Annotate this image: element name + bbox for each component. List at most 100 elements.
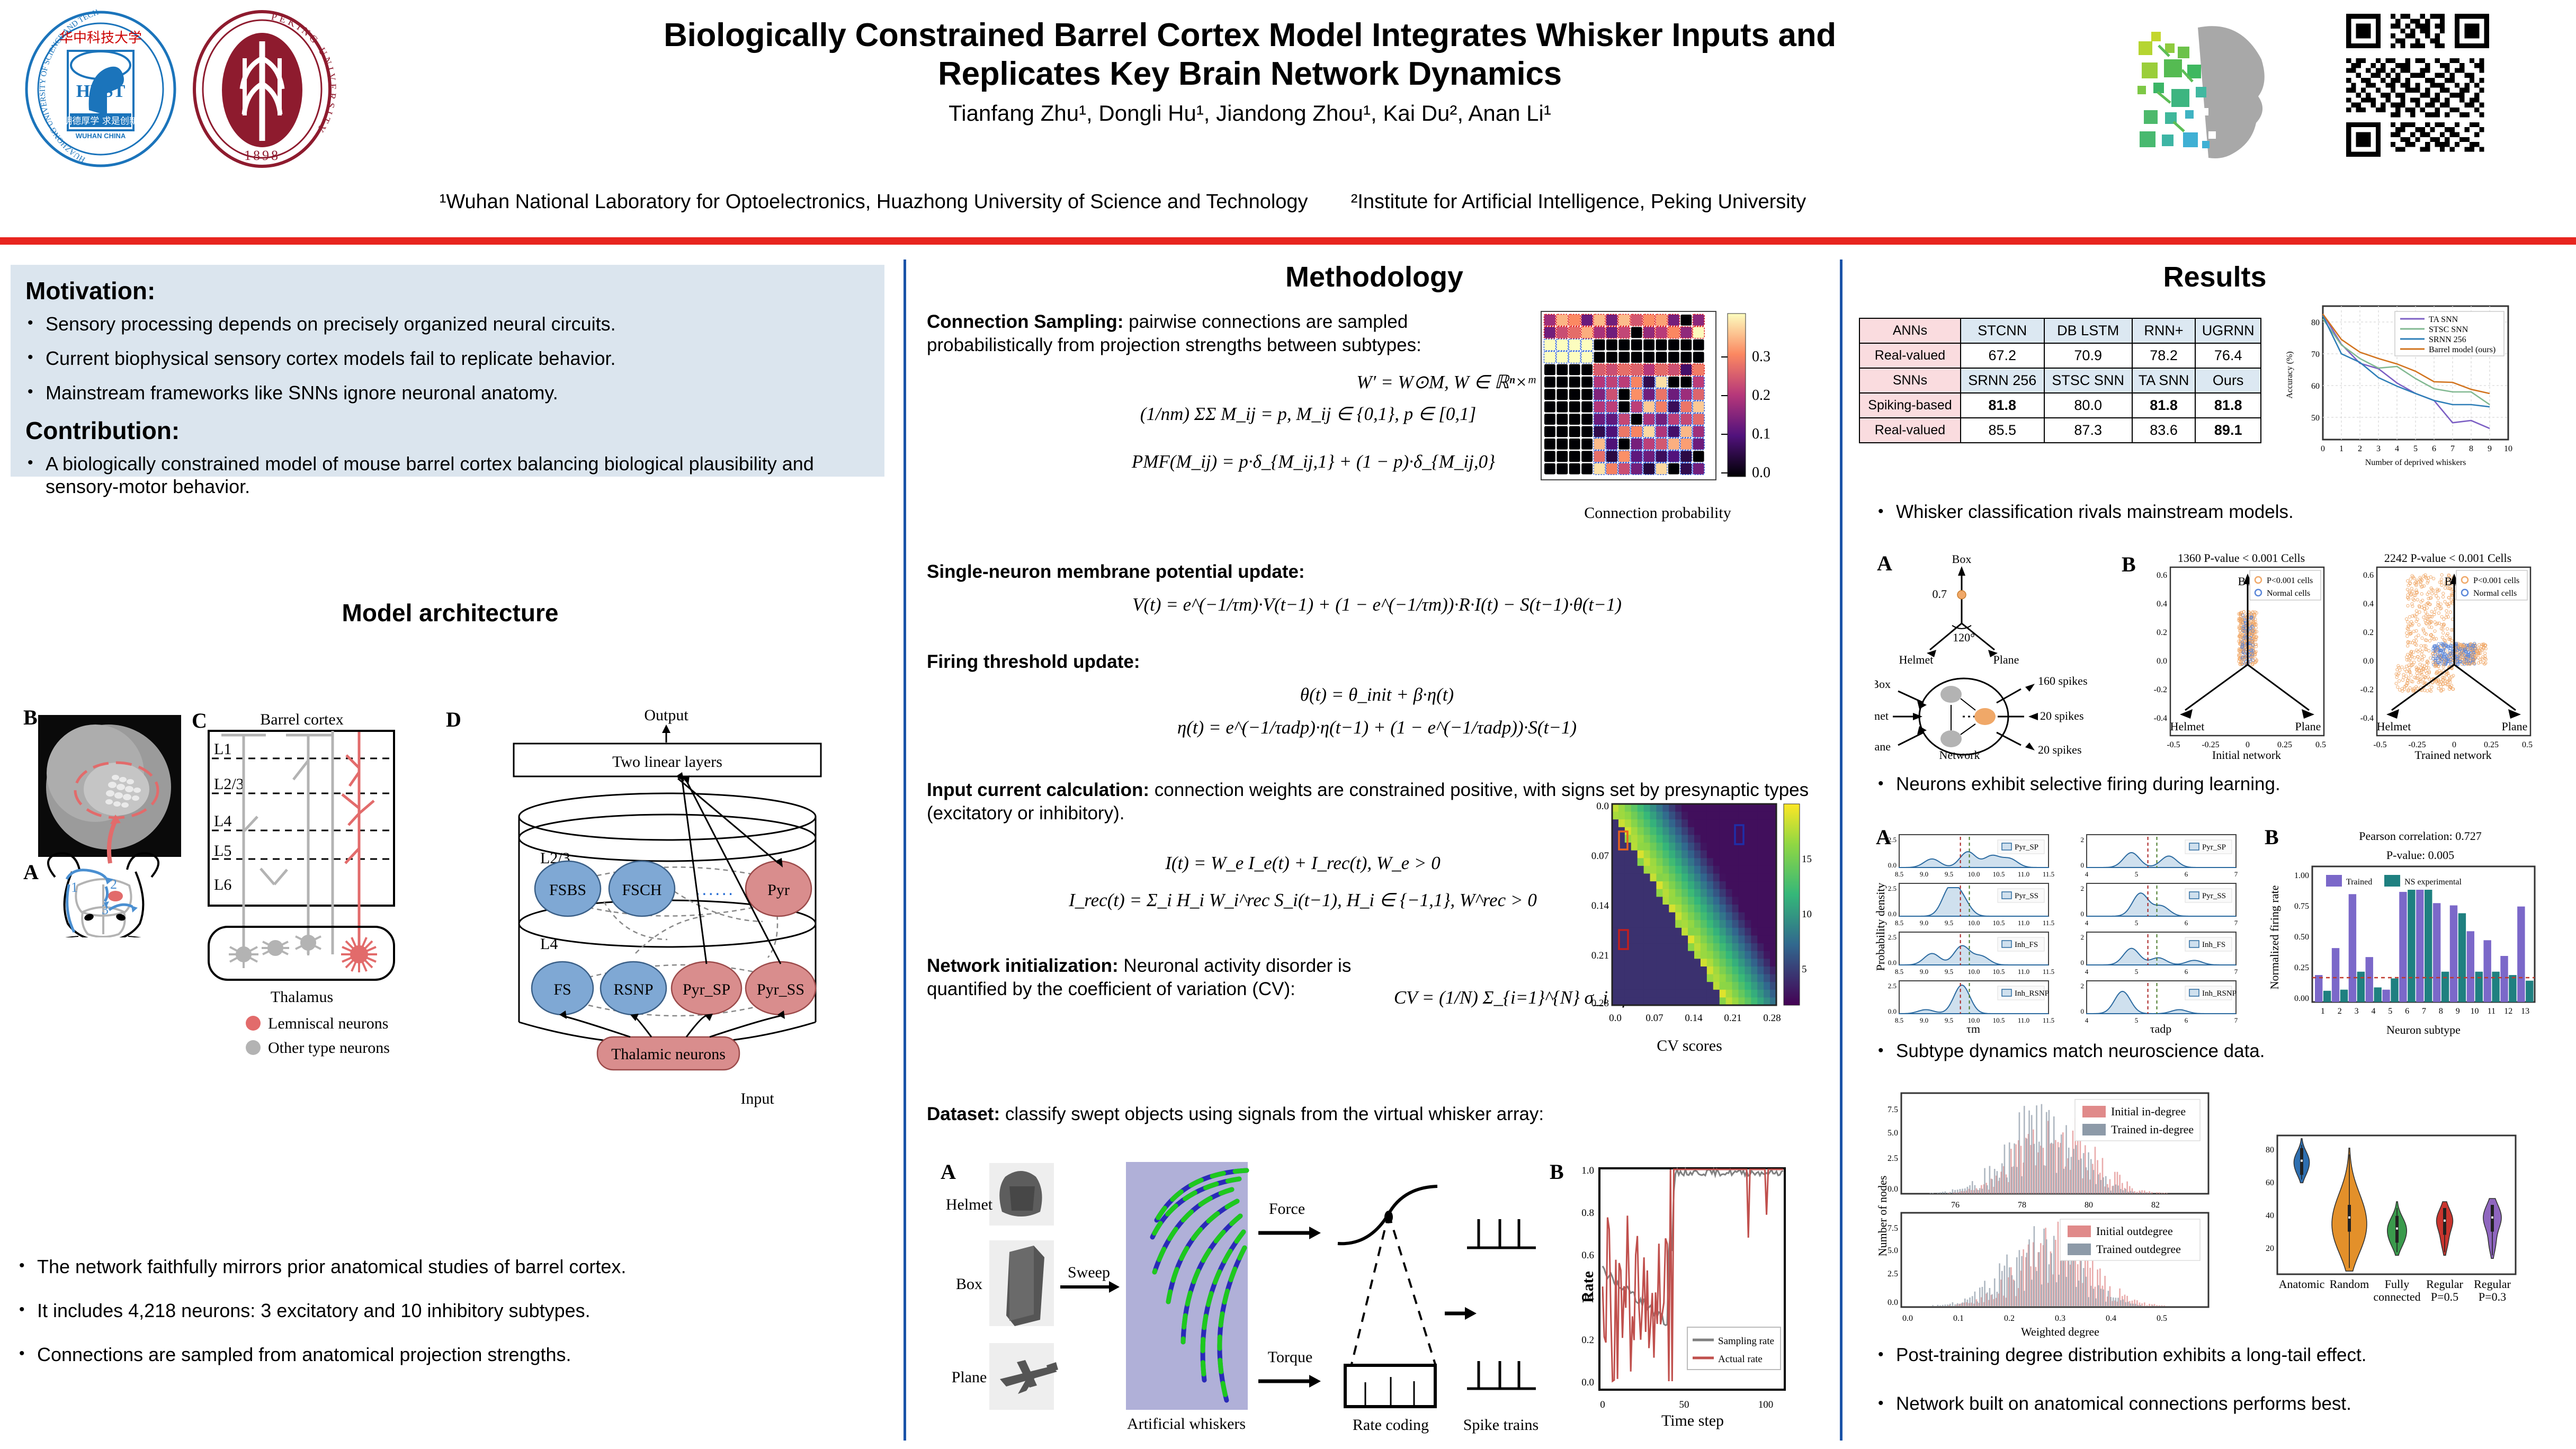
network-node-gray-2 — [1940, 730, 1962, 747]
input-current-label: Input current calculation: — [927, 780, 1150, 800]
layer-label-l6: L6 — [214, 876, 231, 893]
table-row: ANNs STCNN DB LSTM RNN+ UGRNN — [1859, 318, 2261, 344]
peking-university-logo: PEKING UNIVERSITY 1898 — [193, 10, 335, 168]
sc-ytick-5: -0.4 — [2154, 714, 2167, 723]
svg-text:10.5: 10.5 — [1993, 870, 2005, 878]
svg-text:5: 5 — [2135, 968, 2139, 976]
panel-c-barrel-cortex: C Barrel cortex L1 L2/3 L4 L5 L6 — [192, 710, 395, 1057]
svg-text:10.0: 10.0 — [1968, 919, 1980, 927]
pathway-label-2: 2 — [110, 876, 117, 892]
ellipsis-dots: ...... — [695, 879, 735, 899]
hist1-xtick-76: 76 — [1951, 1201, 1960, 1210]
scatter-axis-plane-l: Plane — [2295, 720, 2321, 733]
qr-code[interactable] — [2346, 14, 2489, 157]
sc2-ytick-0: 0.6 — [2363, 571, 2374, 580]
svg-text:9.5: 9.5 — [1945, 919, 1953, 927]
svg-text:6: 6 — [2185, 870, 2188, 878]
svg-text:11.0: 11.0 — [2018, 870, 2029, 878]
hist2-legend-trained: Trained outdegree — [2096, 1242, 2181, 1256]
net-input-plane: Plane — [1875, 740, 1891, 753]
output-label: Output — [644, 706, 688, 724]
cv-ytick-1: 0.07 — [1591, 851, 1609, 862]
triad-point — [1957, 590, 1966, 600]
hist1-xtick-78: 78 — [2018, 1201, 2026, 1210]
dataset-panel-label-a: A — [941, 1160, 956, 1184]
hist2-xtick-02: 0.2 — [2004, 1314, 2015, 1323]
bullet-dot-icon: • — [1878, 1394, 1884, 1412]
svg-text:11.5: 11.5 — [2043, 919, 2054, 927]
input-label: Input — [740, 1090, 774, 1107]
svg-text:4: 4 — [2395, 444, 2399, 453]
cv-marker-orange — [1618, 830, 1629, 851]
equation-eta: η(t) = e^(−1/τadp)·η(t−1) + (1 − e^(−1/τ… — [1177, 717, 1577, 738]
svg-text:1898: 1898 — [244, 148, 280, 163]
selective-firing-figure: A Box 0.7 120° Helmet Plane Box Helmet P… — [1875, 551, 2533, 760]
triad-value: 0.7 — [1933, 587, 1947, 601]
poster-header: HUST 明德厚学 求是创新 WUHAN CHINA 华中科技大学 HUAZHO… — [0, 0, 2576, 245]
caption-spike-trains: Spike trains — [1463, 1416, 1539, 1434]
net-input-box: Box — [1875, 677, 1891, 691]
svg-text:6: 6 — [2185, 968, 2188, 976]
svg-text:0: 0 — [2081, 959, 2085, 967]
equation-sum-mask: (1/nm) ΣΣ M_ij = p, M_ij ∈ {0,1}, p ∈ [0… — [1140, 404, 1477, 424]
svg-text:4: 4 — [2085, 1016, 2089, 1024]
cell-ann-model-3: RNN+ — [2131, 318, 2196, 344]
svg-text:0: 0 — [2321, 444, 2325, 453]
cell-snn-spk-4: 81.8 — [2195, 392, 2261, 418]
cell-ann-model-2: DB LSTM — [2043, 318, 2133, 344]
sc-ytick-1: 0.4 — [2157, 600, 2167, 609]
panel-label-d: D — [446, 708, 461, 731]
cv-xtick-0: 0.0 — [1609, 1013, 1622, 1024]
cv-scores-caption: CV scores — [1657, 1037, 1722, 1054]
network-node-orange — [1974, 708, 1996, 725]
sc-xtick-4: 0.5 — [2315, 740, 2326, 749]
rate-ytick-04: 0.4 — [1581, 1292, 1594, 1303]
fr-legend-trained: Trained — [2346, 878, 2372, 887]
svg-text:Pyr_SP: Pyr_SP — [683, 981, 730, 998]
fr-ytick-025: 0.25 — [2294, 963, 2309, 972]
subtype-xlabel-tauadp: τadp — [2150, 1022, 2172, 1035]
cell-snn-real-1: 85.5 — [1960, 417, 2045, 443]
svg-text:3: 3 — [2355, 1007, 2359, 1016]
selective-panel-label-b: B — [2122, 552, 2136, 576]
svg-text:4: 4 — [2085, 919, 2089, 927]
svg-text:0.0: 0.0 — [1888, 910, 1897, 918]
svg-text:connected: connected — [2373, 1290, 2420, 1303]
sc-xtick-1: -0.25 — [2202, 740, 2219, 749]
hist1-ytick-00: 0.0 — [1888, 1185, 1898, 1194]
node-fsbs — [534, 860, 602, 917]
thalamic-neurons-box — [596, 1036, 740, 1071]
torque-label: Torque — [1268, 1348, 1313, 1366]
scatter-right-title: 2242 P-value < 0.001 Cells — [2384, 551, 2511, 565]
svg-text:SRNN 256: SRNN 256 — [2429, 335, 2466, 344]
thalamus-label: Thalamus — [271, 988, 333, 1006]
object-label-helmet: Helmet — [946, 1196, 993, 1213]
svg-text:8.5: 8.5 — [1895, 919, 1903, 927]
thalamic-neurons-label: Thalamic neurons — [611, 1045, 726, 1063]
hist2-ytick-25: 2.5 — [1888, 1269, 1898, 1278]
cbar-tick-02: 0.2 — [1752, 387, 1770, 404]
connection-sampling-text: Connection Sampling: pairwise connection… — [927, 311, 1421, 356]
svg-text:0.0: 0.0 — [1888, 959, 1897, 967]
hist1-ytick-25: 2.5 — [1888, 1154, 1898, 1163]
acc-ytick-60: 60 — [2311, 382, 2320, 391]
cv-cbar-10: 10 — [1802, 909, 1812, 920]
object-label-box: Box — [956, 1275, 982, 1293]
hist1-xtick-82: 82 — [2151, 1201, 2160, 1210]
rate-xlabel: Time step — [1661, 1412, 1724, 1429]
sc2-xtick-1: -0.25 — [2408, 740, 2426, 749]
svg-text:9: 9 — [2488, 444, 2492, 453]
left-bullet-1: • The network faithfully mirrors prior an… — [19, 1256, 627, 1277]
subtype-dynamics-figure: A Probability density Pyr_SP8.5 9.0 9.5 10.… — [1875, 825, 2536, 1036]
sc-ytick-0: 0.6 — [2157, 571, 2167, 580]
hist2-xtick-03: 0.3 — [2055, 1314, 2065, 1323]
hist2-xtick-05: 0.5 — [2157, 1314, 2167, 1323]
svg-text:明德厚学 求是创新: 明德厚学 求是创新 — [63, 116, 138, 127]
fr-ytick-100: 1.00 — [2294, 871, 2309, 880]
svg-text:6: 6 — [2185, 919, 2188, 927]
caption-rate-coding: Rate coding — [1353, 1416, 1429, 1434]
table-row: Real-valued 85.5 87.3 83.6 89.1 — [1859, 417, 2261, 443]
row-label-real-valued-1: Real-valued — [1859, 343, 1961, 369]
svg-text:10.5: 10.5 — [1993, 919, 2005, 927]
results-bullet-4: • Post-training degree distribution exhib… — [1878, 1345, 2367, 1365]
